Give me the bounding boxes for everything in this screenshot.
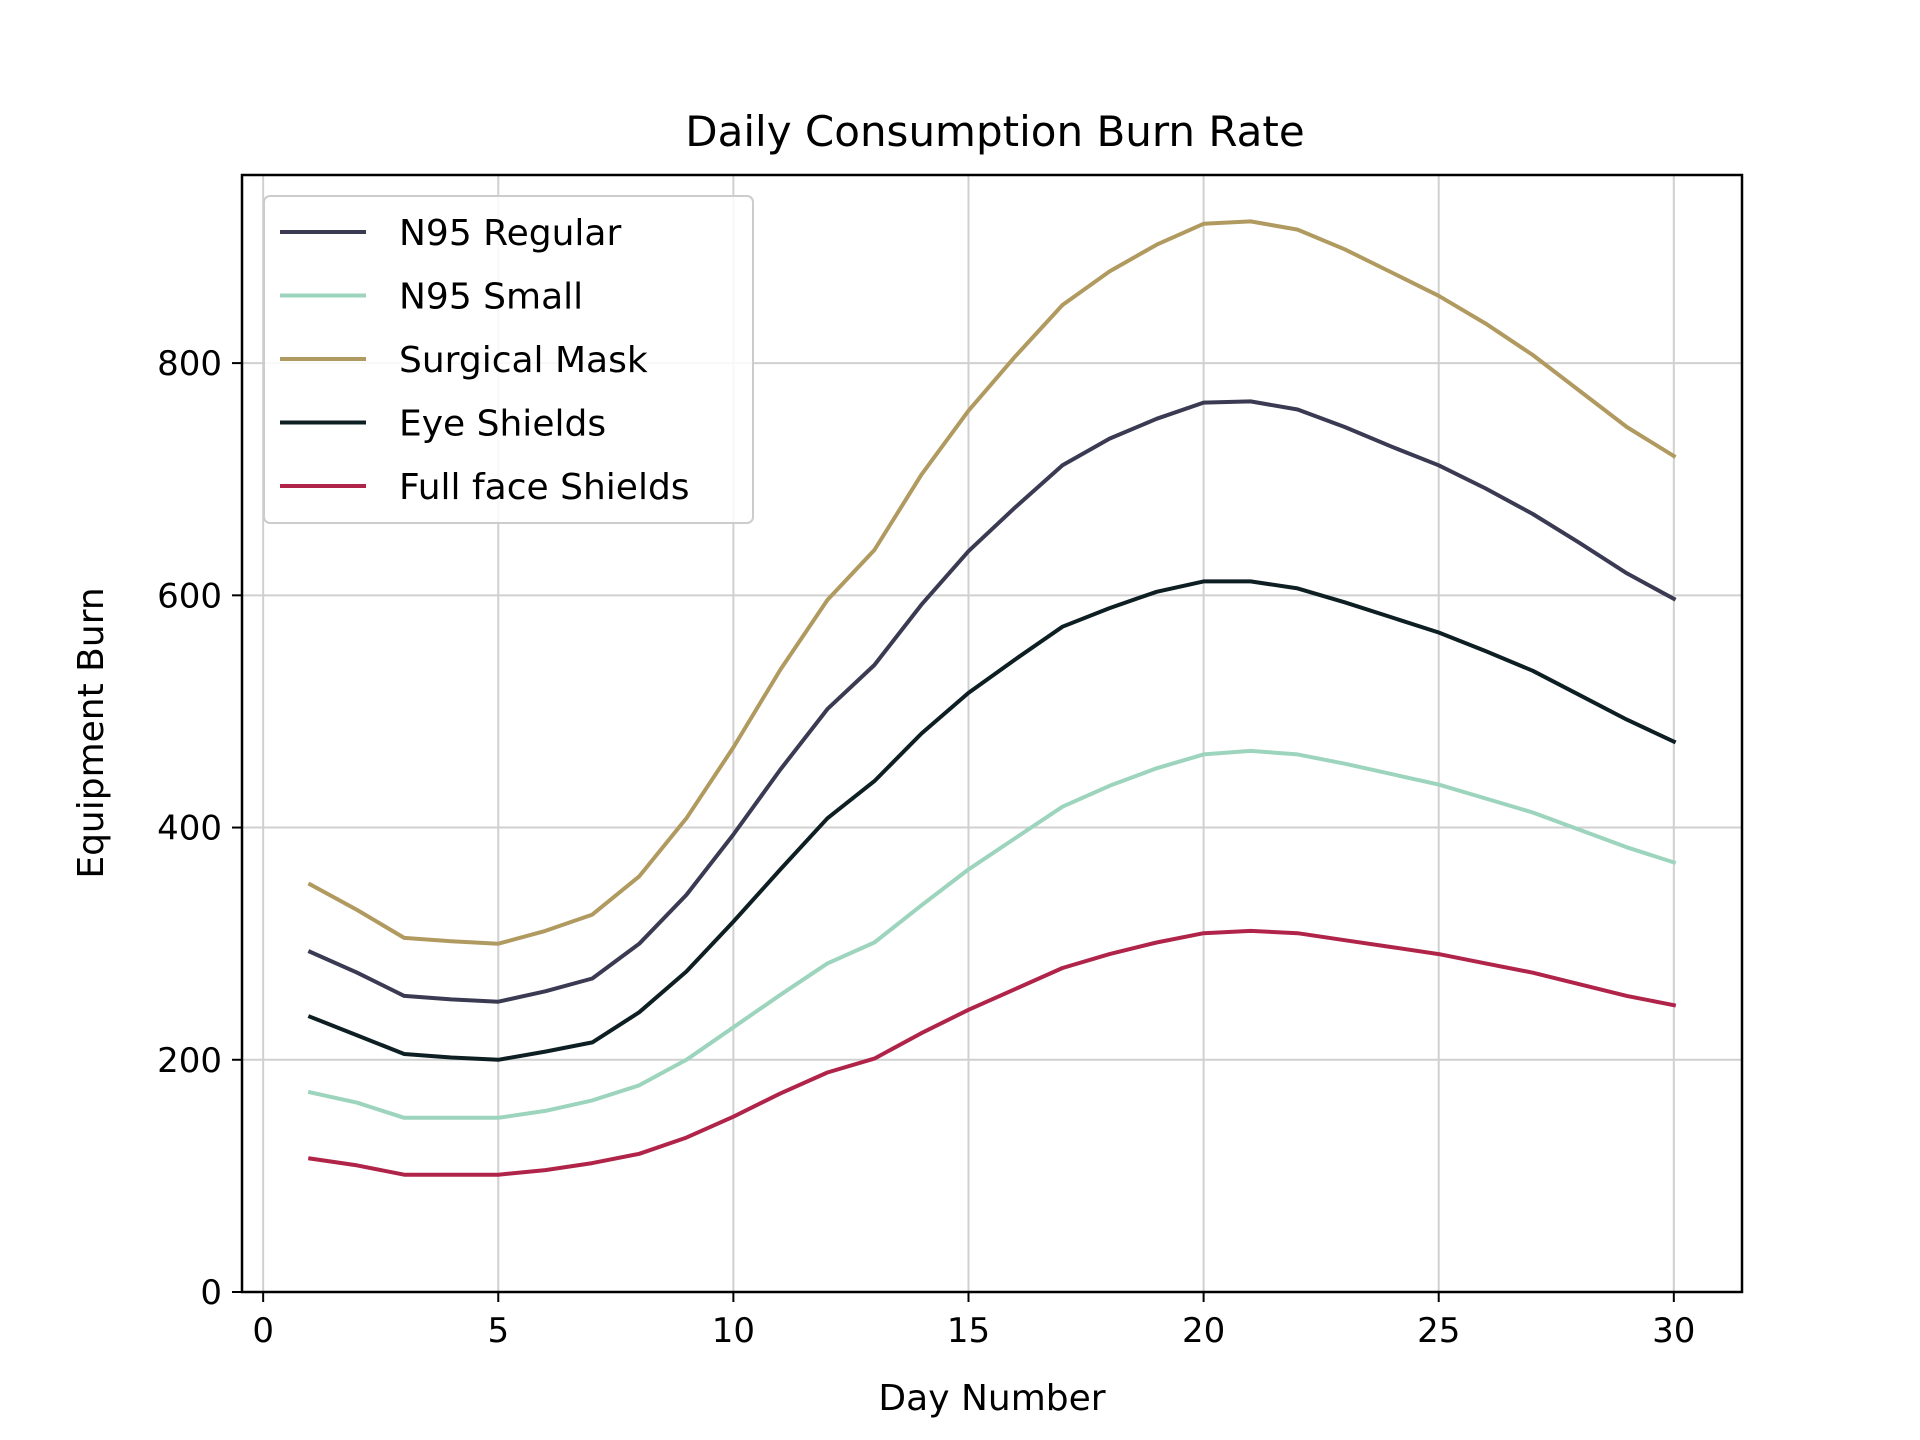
legend-label-eye-shields: Eye Shields xyxy=(399,404,606,445)
y-axis-title: Equipment Burn xyxy=(71,587,112,878)
legend-label-n95-regular: N95 Regular xyxy=(399,213,621,254)
y-tick-label: 400 xyxy=(157,809,222,849)
x-axis-ticks: 0 5 10 15 20 25 30 xyxy=(252,1292,1695,1351)
y-tick-label: 600 xyxy=(157,576,222,616)
x-tick-label: 30 xyxy=(1652,1311,1695,1351)
series-line-surgical-mask xyxy=(307,219,1677,946)
legend-label-n95-small: N95 Small xyxy=(399,277,583,318)
series-line-n95-small xyxy=(307,748,1677,1120)
chart-title: Daily Consumption Burn Rate xyxy=(685,107,1304,156)
y-tick-label: 200 xyxy=(157,1041,222,1081)
y-axis-ticks: 0 200 400 600 800 xyxy=(157,344,242,1313)
plot-frame xyxy=(240,173,1744,1294)
legend-label-surgical-mask: Surgical Mask xyxy=(399,340,648,381)
x-tick-label: 15 xyxy=(947,1311,990,1351)
y-tick-label: 800 xyxy=(157,344,222,384)
x-tick-label: 10 xyxy=(712,1311,755,1351)
legend-box xyxy=(263,195,754,524)
x-tick-label: 25 xyxy=(1417,1311,1460,1351)
x-tick-label: 20 xyxy=(1182,1311,1225,1351)
series-line-full-face-shields xyxy=(307,928,1677,1177)
series-line-n95-regular xyxy=(307,399,1677,1004)
y-tick-label: 0 xyxy=(200,1273,222,1313)
series-lines xyxy=(307,219,1677,1177)
legend: N95 Regular N95 Small Surgical Mask Eye Shi… xyxy=(263,195,754,524)
x-tick-label: 5 xyxy=(487,1311,509,1351)
x-axis-title: Day Number xyxy=(878,1378,1105,1419)
series-line-eye-shields xyxy=(307,579,1677,1062)
legend-label-full-face-shields: Full face Shields xyxy=(399,467,690,508)
x-tick-label: 0 xyxy=(252,1311,274,1351)
